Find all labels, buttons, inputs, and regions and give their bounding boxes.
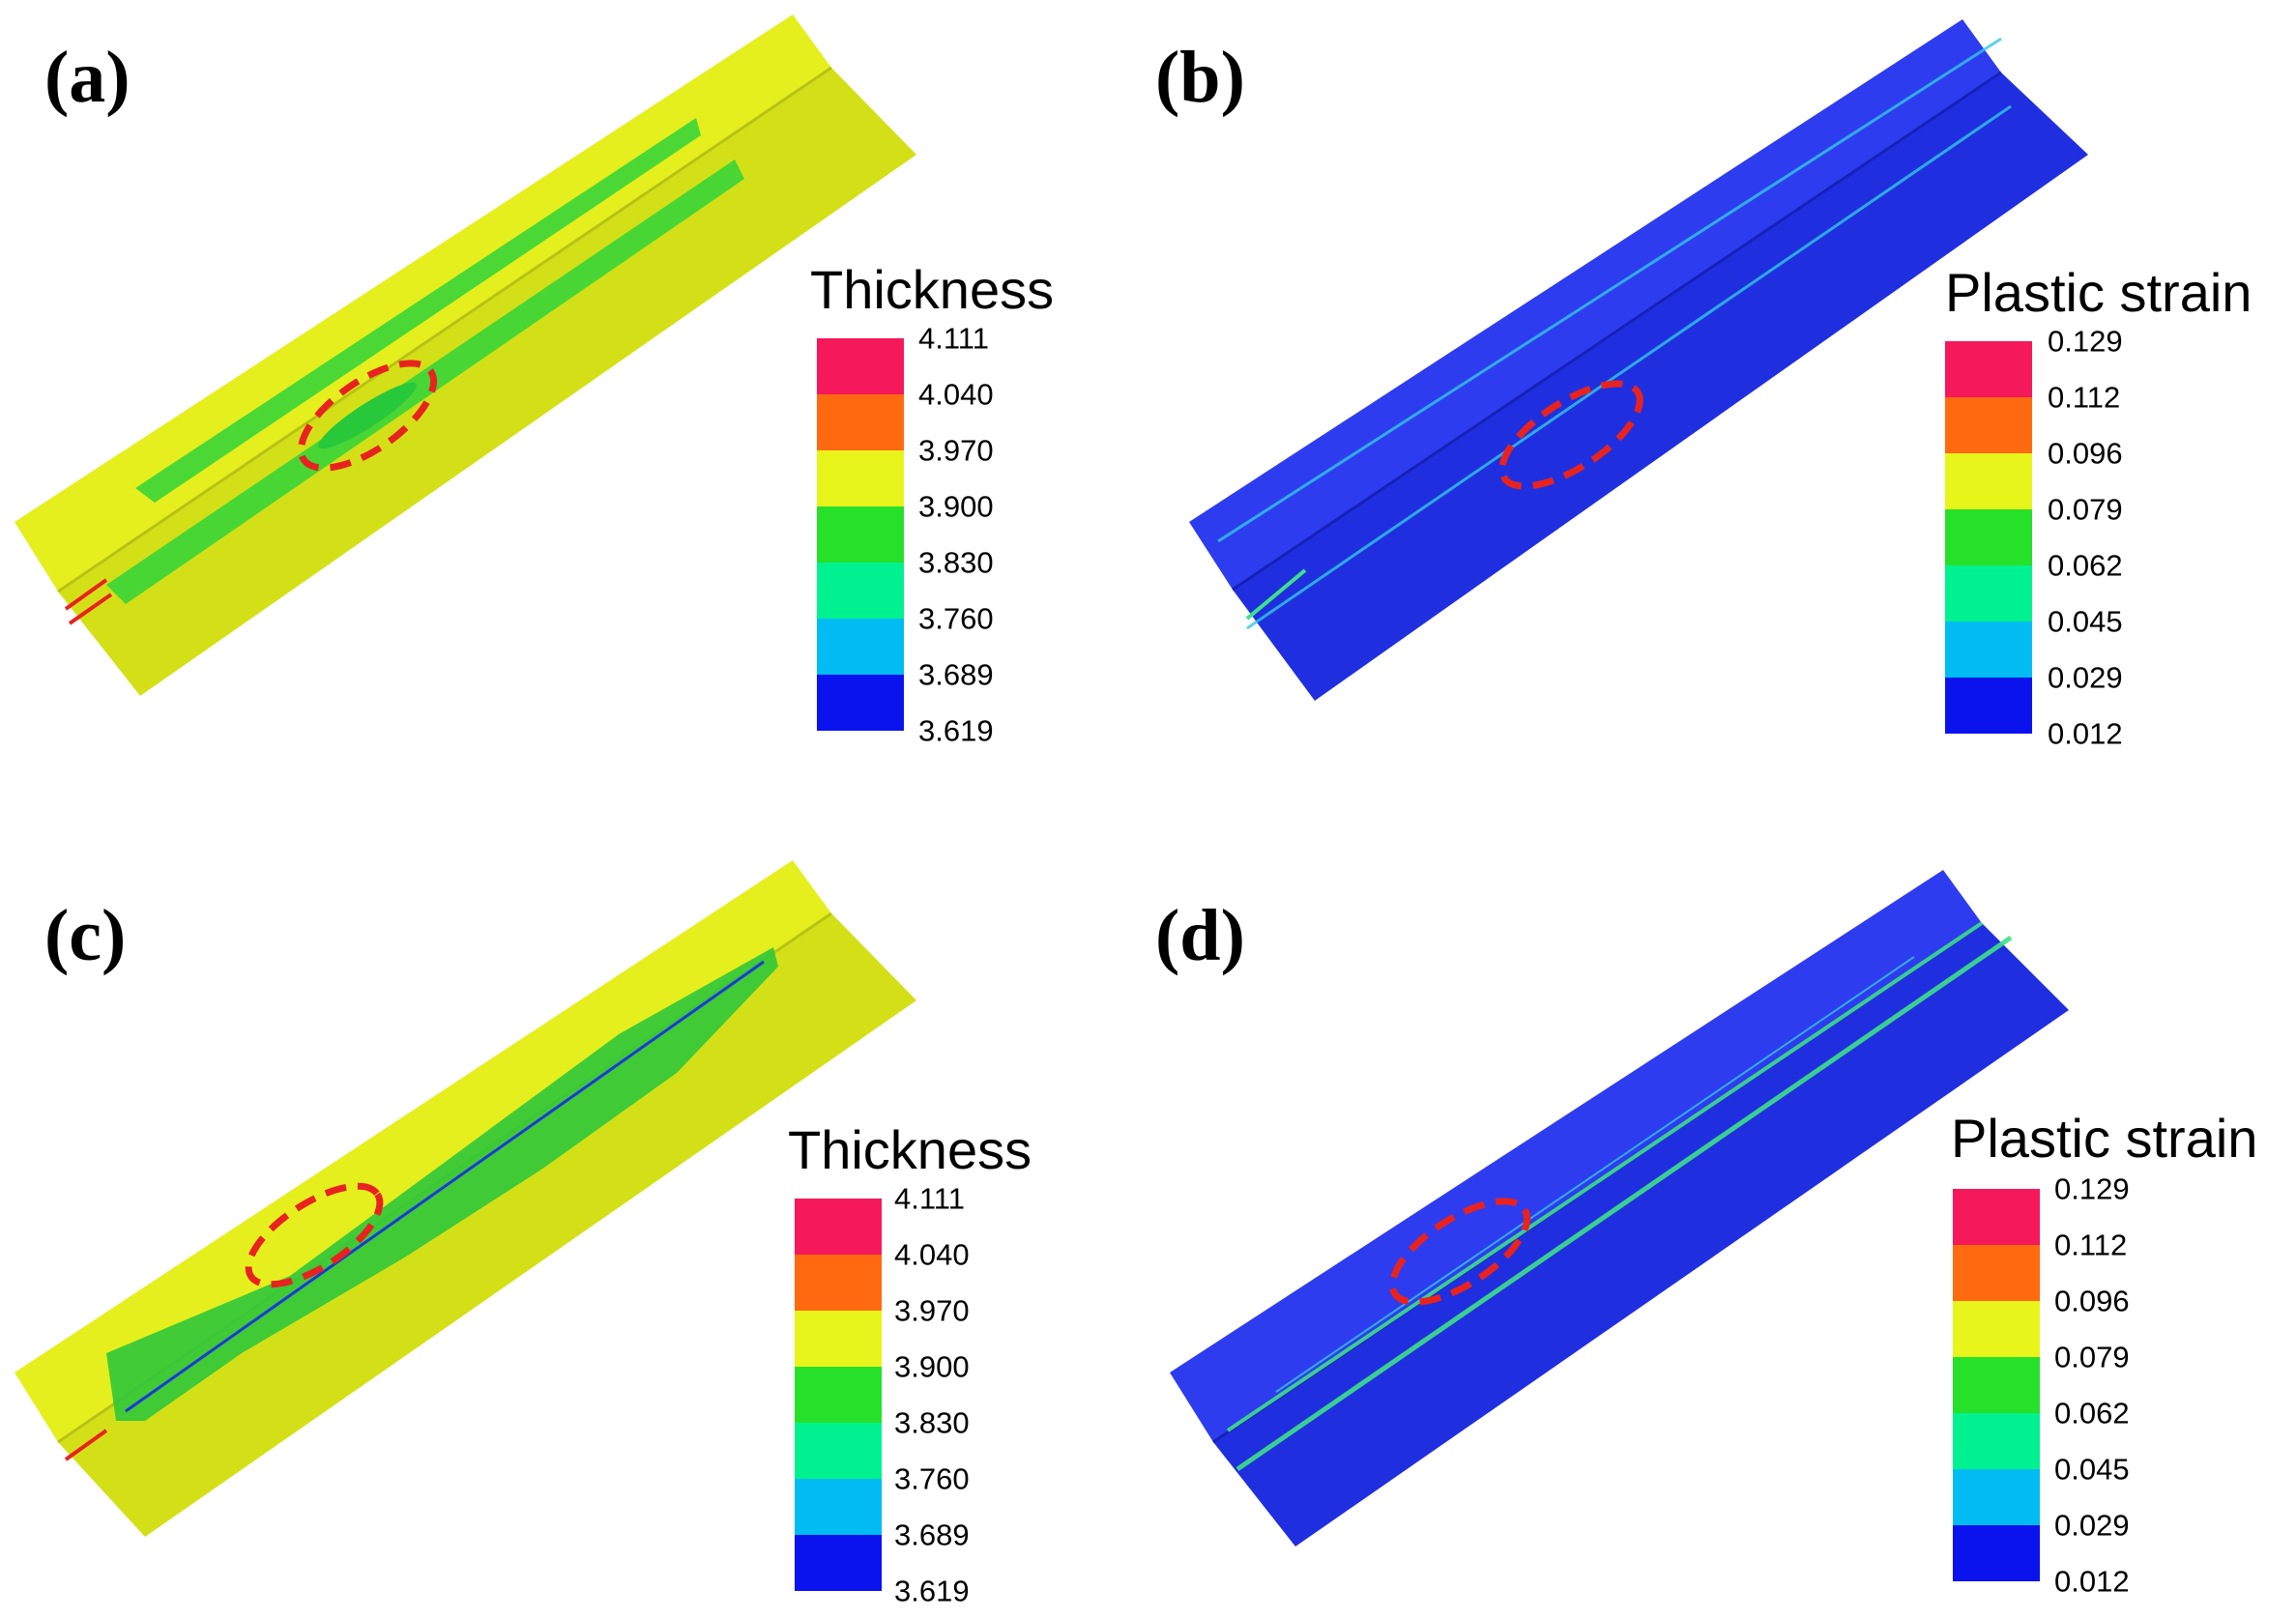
colorbar-swatch-a: [817, 563, 904, 619]
colorbar-swatch-d: [1953, 1469, 2040, 1525]
colorbar-tick-label-d: 0.062: [2054, 1396, 2130, 1431]
colorbar-tick-label-b: 0.045: [2048, 604, 2123, 639]
colorbar-tick-label-c: 3.830: [894, 1405, 970, 1440]
colorbar-tick-label-d: 0.112: [2054, 1228, 2128, 1262]
streak-upper-a: [135, 118, 701, 503]
colorbar-tick-label-a: 3.900: [918, 489, 994, 524]
colorbar-swatch-d: [1953, 1357, 2040, 1413]
channel-body-c: [58, 913, 916, 1537]
legend-title-d: Plastic strain: [1951, 1108, 2258, 1169]
strain-line-lower-b: [1246, 104, 2012, 630]
colorbar-swatch-d: [1953, 1301, 2040, 1357]
colorbar-swatch-d: [1953, 1189, 2040, 1245]
colorbar-tick-label-c: 3.760: [894, 1461, 970, 1496]
colorbar-swatch-b: [1945, 341, 2032, 397]
thinning-region-c: [106, 947, 778, 1421]
colorbar-tick-label-a: 3.830: [918, 545, 994, 580]
colorbar-tick-label-b: 0.029: [2048, 660, 2123, 695]
strain-line-lower-d: [1235, 935, 2013, 1472]
streak-lower-a: [106, 159, 744, 604]
channel-rim-d: [1170, 870, 1982, 1442]
colorbar-swatch-c: [795, 1199, 882, 1255]
colorbar-tick-label-b: 0.112: [2048, 380, 2121, 415]
colorbar-tick-label-c: 3.900: [894, 1349, 970, 1384]
legend-title-c: Thickness: [788, 1119, 1032, 1180]
legend-title-b: Plastic strain: [1945, 262, 2252, 323]
colorbar-tick-label-a: 3.689: [918, 657, 994, 692]
colorbar-tick-label-b: 0.079: [2048, 492, 2123, 527]
colorbar-tick-label-a: 4.111: [918, 321, 989, 356]
colorbar-d: [1953, 1189, 2040, 1581]
colorbar-tick-label-c: 4.040: [894, 1237, 970, 1272]
panel-label-a: (a): [44, 37, 131, 118]
colorbar-swatch-a: [817, 394, 904, 450]
colorbar-tick-label-c: 4.111: [894, 1181, 965, 1216]
annotation-ellipse-c: [245, 1182, 384, 1288]
annotation-ellipse-b: [1498, 380, 1643, 490]
colorbar-swatch-c: [795, 1367, 882, 1423]
channel-body-b: [1233, 72, 2088, 701]
colorbar-swatch-b: [1945, 678, 2032, 734]
colorbar-tick-label-b: 0.129: [2048, 324, 2123, 359]
colorbar-swatch-a: [817, 450, 904, 506]
annotation-ellipse-a: [297, 360, 438, 472]
colorbar-swatch-a: [817, 675, 904, 731]
colorbar-c: [795, 1199, 882, 1591]
colorbar-tick-label-a: 3.619: [918, 713, 994, 748]
colorbar-tick-label-d: 0.029: [2054, 1508, 2130, 1543]
colorbar-swatch-c: [795, 1479, 882, 1535]
colorbar-tick-label-c: 3.619: [894, 1574, 970, 1608]
channel-rim-c: [15, 860, 831, 1442]
colorbar-tick-label-b: 0.012: [2048, 716, 2123, 751]
channel-body-d: [1213, 923, 2069, 1547]
panel-label-d: (d): [1155, 895, 1245, 976]
colorbar-tick-label-c: 3.970: [894, 1293, 970, 1328]
strain-contour-d: [1170, 870, 2069, 1547]
colorbar-tick-label-a: 3.760: [918, 601, 994, 636]
colorbar-swatch-c: [795, 1311, 882, 1367]
colorbar-tick-label-b: 0.062: [2048, 548, 2123, 583]
strain-line-upper-d: [1226, 921, 1984, 1432]
colorbar-swatch-b: [1945, 397, 2032, 453]
colorbar-tick-label-c: 3.689: [894, 1518, 970, 1552]
legend-title-a: Thickness: [810, 259, 1055, 320]
colorbar-swatch-b: [1945, 565, 2032, 622]
colorbar-swatch-b: [1945, 509, 2032, 565]
colorbar-tick-label-d: 0.012: [2054, 1564, 2130, 1599]
panel-label-b: (b): [1155, 37, 1245, 118]
colorbar-swatch-c: [795, 1535, 882, 1591]
colorbar-swatch-c: [795, 1423, 882, 1479]
colorbar-swatch-a: [817, 506, 904, 563]
colorbar-b: [1945, 341, 2032, 734]
panel-label-c: (c): [44, 895, 127, 976]
colorbar-swatch-b: [1945, 622, 2032, 678]
colorbar-tick-label-a: 4.040: [918, 377, 994, 412]
colorbar-a: [817, 338, 904, 731]
colorbar-tick-label-b: 0.096: [2048, 436, 2123, 471]
colorbar-swatch-d: [1953, 1245, 2040, 1301]
thin-line-c: [125, 960, 765, 1413]
colorbar-swatch-d: [1953, 1413, 2040, 1469]
colorbar-tick-label-a: 3.970: [918, 433, 994, 468]
strain-contour-b: [1189, 19, 2088, 701]
thickness-contour-a: [15, 14, 916, 696]
colorbar-swatch-d: [1953, 1525, 2040, 1581]
colorbar-tick-label-d: 0.096: [2054, 1284, 2130, 1318]
colorbar-tick-label-d: 0.129: [2054, 1171, 2130, 1206]
colorbar-swatch-b: [1945, 453, 2032, 509]
colorbar-swatch-a: [817, 619, 904, 675]
strain-line-upper-b: [1217, 37, 2002, 543]
colorbar-tick-label-d: 0.079: [2054, 1340, 2130, 1374]
thickness-contour-c: [15, 860, 916, 1537]
channel-body-a: [58, 68, 916, 696]
channel-rim-b: [1189, 19, 2001, 590]
colorbar-swatch-a: [817, 338, 904, 394]
colorbar-swatch-c: [795, 1255, 882, 1311]
colorbar-tick-label-d: 0.045: [2054, 1452, 2130, 1487]
